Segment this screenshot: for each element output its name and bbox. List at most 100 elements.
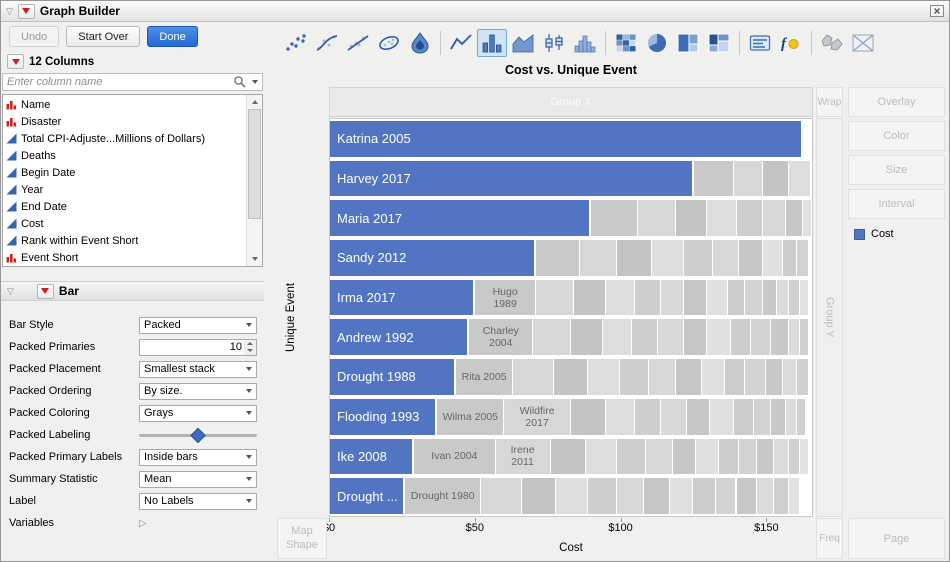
smoother-icon[interactable] xyxy=(312,29,342,57)
packed-segment[interactable] xyxy=(762,160,789,197)
packed-segment[interactable] xyxy=(480,478,522,514)
packed-segment[interactable] xyxy=(797,240,810,276)
start-over-button[interactable]: Start Over xyxy=(66,26,141,47)
packed-segment[interactable] xyxy=(591,200,638,237)
packed-segment[interactable] xyxy=(634,279,661,316)
mosaic-icon[interactable] xyxy=(704,29,734,57)
packed-segment[interactable] xyxy=(661,398,688,435)
bar-primary[interactable]: Drought ... xyxy=(330,478,406,514)
legend-cost-swatch[interactable] xyxy=(854,228,865,240)
area-icon[interactable] xyxy=(508,29,538,57)
bar-primary[interactable]: Harvey 2017 xyxy=(330,160,695,197)
column-item[interactable]: Cost xyxy=(3,215,247,232)
packed-segment[interactable] xyxy=(692,478,717,514)
packed-segment[interactable] xyxy=(785,398,798,435)
histogram-icon[interactable] xyxy=(570,29,600,57)
scrollbar-up-icon[interactable] xyxy=(247,95,262,109)
formula-icon[interactable]: f xyxy=(776,29,806,57)
packed-segment[interactable] xyxy=(649,359,676,395)
map-shapes-icon[interactable] xyxy=(817,29,847,57)
packed-segment[interactable] xyxy=(782,359,798,395)
bar-panel-disclosure-icon[interactable]: ▽ xyxy=(7,285,14,296)
packed-segment[interactable] xyxy=(800,319,810,356)
interval-dropzone[interactable]: Interval xyxy=(848,189,945,219)
packed-segment[interactable] xyxy=(777,279,789,316)
packed-segment[interactable] xyxy=(658,319,685,356)
packed-segment[interactable] xyxy=(788,160,811,197)
packed-segment[interactable] xyxy=(695,438,720,475)
line-icon[interactable] xyxy=(446,29,476,57)
box-plot-icon[interactable] xyxy=(539,29,569,57)
packed-segment[interactable] xyxy=(637,200,676,237)
packed-segment[interactable] xyxy=(536,240,580,276)
packed-segment[interactable] xyxy=(634,398,661,435)
packed-segment[interactable] xyxy=(733,160,763,197)
group-y-dropzone[interactable]: Group Y xyxy=(816,118,843,517)
packed-segment[interactable] xyxy=(782,240,798,276)
column-item[interactable]: Begin Date xyxy=(3,164,247,181)
packed-segment[interactable] xyxy=(579,240,618,276)
packed-segment[interactable] xyxy=(765,359,783,395)
column-item[interactable]: Year xyxy=(3,181,247,198)
packed-segment[interactable] xyxy=(684,240,714,276)
packed-segment[interactable] xyxy=(730,319,751,356)
ellipse-icon[interactable] xyxy=(374,29,404,57)
column-item[interactable]: Total CPI-Adjuste...Millions of Dollars) xyxy=(3,130,247,147)
heatmap-icon[interactable] xyxy=(611,29,641,57)
contour-icon[interactable] xyxy=(405,29,435,57)
columns-scrollbar[interactable] xyxy=(246,95,262,266)
packed-segment[interactable] xyxy=(756,438,775,475)
packed-segment[interactable] xyxy=(762,240,783,276)
packed-segment[interactable] xyxy=(724,359,746,395)
packed-segment[interactable] xyxy=(661,279,685,316)
treemap-icon[interactable] xyxy=(673,29,703,57)
packed-ordering-select[interactable]: By size. xyxy=(139,382,257,400)
packed-segment[interactable] xyxy=(701,359,725,395)
packed-segment[interactable] xyxy=(736,200,763,237)
packed-segment[interactable] xyxy=(803,200,812,237)
packed-segment[interactable] xyxy=(617,240,653,276)
packed-primary-labels-select[interactable]: Inside bars xyxy=(139,448,257,466)
packed-coloring-select[interactable]: Grays xyxy=(139,404,257,422)
bar-primary[interactable]: Andrew 1992 xyxy=(330,319,470,356)
red-triangle-menu-icon[interactable] xyxy=(17,3,35,19)
packed-segment[interactable] xyxy=(788,478,801,514)
packed-segment[interactable] xyxy=(571,319,603,356)
packed-segment[interactable]: Wildfire 2017 xyxy=(504,398,571,435)
bar-style-select[interactable]: Packed xyxy=(139,316,257,334)
column-search-input[interactable] xyxy=(2,73,263,91)
packed-segment[interactable] xyxy=(675,200,708,237)
packed-primaries-input[interactable] xyxy=(139,338,257,356)
packed-segment[interactable] xyxy=(800,438,810,475)
packed-segment[interactable] xyxy=(710,398,734,435)
packed-segment[interactable] xyxy=(727,279,746,316)
bar-primary[interactable]: Maria 2017 xyxy=(330,200,592,237)
packed-segment[interactable] xyxy=(797,398,807,435)
packed-segment[interactable] xyxy=(617,438,647,475)
packed-segment[interactable] xyxy=(684,319,708,356)
packed-segment[interactable] xyxy=(713,240,740,276)
packed-segment[interactable] xyxy=(617,478,644,514)
packed-segment[interactable] xyxy=(588,359,621,395)
packed-segment[interactable] xyxy=(521,478,557,514)
bar-red-triangle-icon[interactable] xyxy=(36,283,54,299)
packed-segment[interactable] xyxy=(605,398,635,435)
packed-segment[interactable] xyxy=(556,478,589,514)
scrollbar-thumb[interactable] xyxy=(248,109,261,219)
slider-thumb[interactable] xyxy=(190,427,206,444)
column-item[interactable]: Deaths xyxy=(3,147,247,164)
spinner-down-icon[interactable] xyxy=(244,347,256,355)
packed-segment[interactable] xyxy=(643,478,670,514)
bar-icon[interactable] xyxy=(477,29,507,57)
packed-segment[interactable] xyxy=(753,398,772,435)
packed-segment[interactable] xyxy=(631,319,659,356)
column-item[interactable]: Rank within Event Short xyxy=(3,232,247,249)
bar-primary[interactable]: Ike 2008 xyxy=(330,438,415,475)
packed-segment[interactable] xyxy=(762,279,778,316)
packed-segment[interactable] xyxy=(707,200,737,237)
packed-segment[interactable] xyxy=(745,279,763,316)
column-item[interactable]: End Date xyxy=(3,198,247,215)
column-item[interactable]: Event Short xyxy=(3,249,247,266)
packed-segment[interactable] xyxy=(719,438,740,475)
columns-red-triangle-icon[interactable] xyxy=(7,54,24,69)
